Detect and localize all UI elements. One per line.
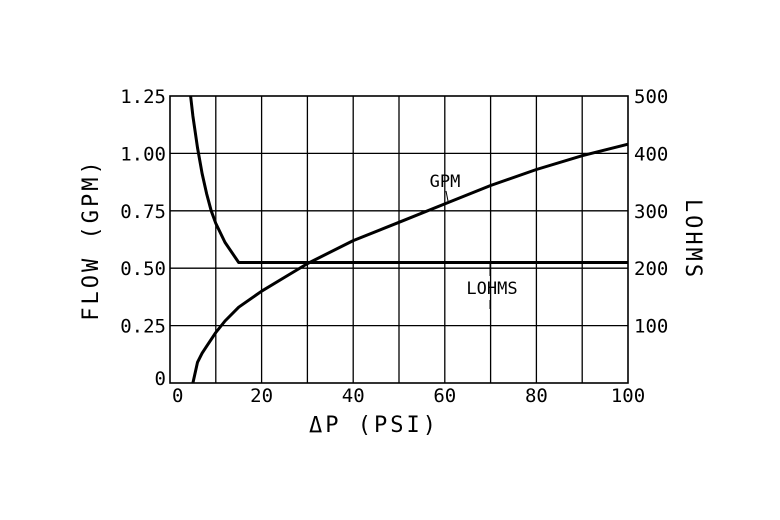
y-right-axis-title: LOHMS <box>680 199 705 280</box>
annotation-lohms: LOHMS <box>466 279 517 299</box>
series-line-lohms <box>189 95 628 264</box>
x-tick-label: 20 <box>250 385 273 407</box>
y-right-tick-label: 400 <box>634 143 668 165</box>
y-left-tick-label: 1.25 <box>120 86 166 108</box>
x-tick-label: 40 <box>342 385 365 407</box>
x-tick-label: 100 <box>611 385 645 407</box>
y-left-tick-label: 0 <box>155 368 166 390</box>
x-tick-label: 80 <box>525 385 548 407</box>
y-right-tick-label: 300 <box>634 201 668 223</box>
y-left-tick-label: 0.25 <box>120 316 166 338</box>
y-left-axis-title: FLOW (GPM) <box>79 158 104 320</box>
x-tick-label: 60 <box>433 385 456 407</box>
y-left-tick-label: 0.75 <box>120 201 166 223</box>
x-tick-label: 0 <box>172 385 183 407</box>
series-line-gpm <box>191 142 629 384</box>
annotation-gpm: GPM <box>430 172 461 192</box>
y-left-tick-label: 1.00 <box>120 143 166 165</box>
y-left-tick-label: 0.50 <box>120 258 166 280</box>
plot-frame <box>169 95 629 384</box>
y-right-tick-label: 500 <box>634 86 668 108</box>
y-right-tick-label: 100 <box>634 316 668 338</box>
y-right-tick-label: 200 <box>634 258 668 280</box>
annotation-gpm-leader <box>445 190 449 202</box>
x-axis-title: ΔP (PSI) <box>309 413 439 438</box>
